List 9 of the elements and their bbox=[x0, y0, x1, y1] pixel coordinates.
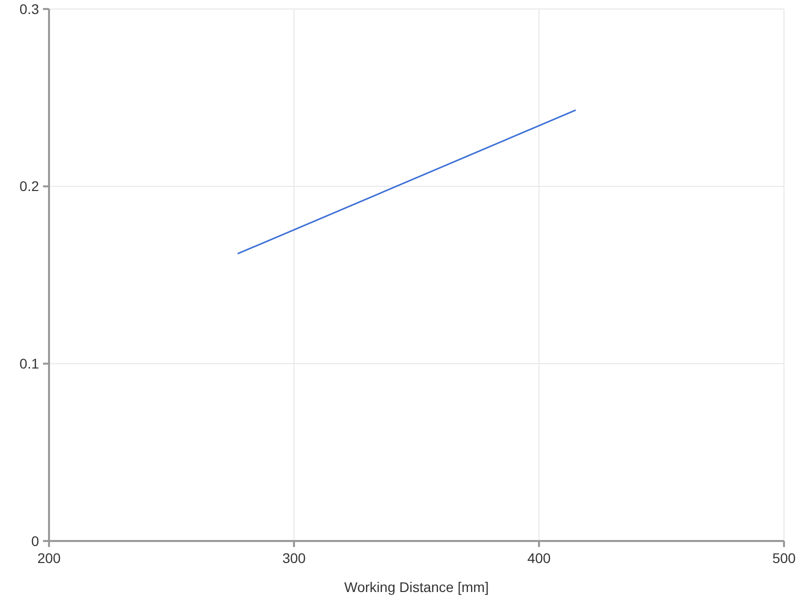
x-tick-label: 200 bbox=[37, 550, 61, 566]
x-tick-label: 400 bbox=[527, 550, 551, 566]
x-axis-title: Working Distance [mm] bbox=[344, 579, 489, 595]
y-tick-label: 0.3 bbox=[20, 0, 40, 17]
x-tick-label: 300 bbox=[282, 550, 306, 566]
y-tick-label: 0.2 bbox=[20, 178, 40, 194]
x-tick-label: 500 bbox=[772, 550, 796, 566]
y-tick-label: 0.1 bbox=[20, 356, 40, 372]
y-tick-label: 0 bbox=[31, 532, 40, 549]
